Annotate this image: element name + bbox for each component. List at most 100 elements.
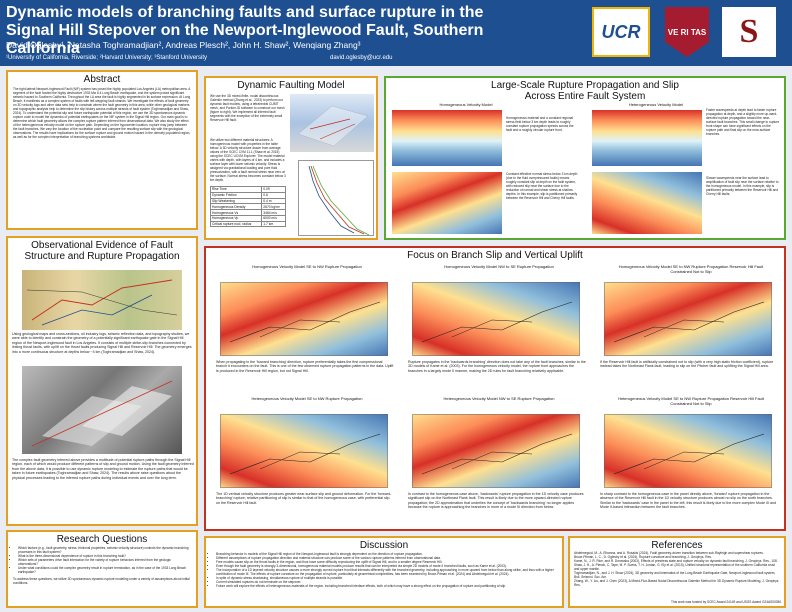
parameter-value: 1.7 km bbox=[261, 220, 286, 228]
large-scale-panel: Large-Scale Rupture Propagation and Slip… bbox=[384, 76, 786, 240]
stanford-logo: S bbox=[722, 7, 776, 57]
branch-panel: Focus on Branch Slip and Vertical Uplift… bbox=[204, 246, 786, 531]
heterogeneous-final-slip-plot bbox=[592, 172, 702, 234]
reference-item: Abdelmeguid, M., A. Elbanna, and A. Rosa… bbox=[574, 551, 764, 555]
references-title: References bbox=[651, 540, 703, 551]
branch-slip-uplift-plot bbox=[412, 414, 580, 488]
observational-caption-1: Using geological maps and cross-sections… bbox=[12, 332, 192, 354]
abstract-text: The right-lateral Newport-Inglewood Faul… bbox=[13, 87, 191, 139]
branch-case-text: If the Reservoir Hill fault is artificia… bbox=[600, 360, 774, 369]
fault-branch-traces bbox=[412, 414, 580, 488]
reference-item: Kame, N., J. R. Rice, and R. Dmowska (20… bbox=[574, 559, 778, 563]
branch-slip-uplift-plot bbox=[220, 282, 388, 356]
large-right-subtitle: Heterogeneous Velocity Model bbox=[628, 102, 684, 107]
branch-case-text: When propagating in the 'forward branchi… bbox=[216, 360, 394, 373]
discussion-item: In spite of dynamic stress shadowing, si… bbox=[216, 576, 557, 580]
harvard-shield-logo: VE RI TAS bbox=[665, 7, 709, 57]
branch-slip-uplift-plot bbox=[220, 414, 388, 488]
discussion-item: The incorporation of a 1D layered veloci… bbox=[216, 568, 557, 576]
fault-branch-traces bbox=[604, 414, 772, 488]
reference-list: Abdelmeguid, M., A. Elbanna, and A. Rosa… bbox=[570, 551, 784, 587]
research-item: Which sets of parameters drive fault int… bbox=[18, 558, 191, 566]
branch-case-cell: Homogeneous Velocity Model SE to NW Rupt… bbox=[596, 264, 780, 392]
fault-branch-traces bbox=[220, 414, 388, 488]
fault-branch-traces bbox=[412, 282, 580, 356]
branch-slip-uplift-plot bbox=[412, 282, 580, 356]
observational-title: Observational Evidence of Fault Structur… bbox=[24, 240, 180, 262]
fault-3d-geometry-figure bbox=[22, 366, 182, 454]
geologic-cross-section-figure bbox=[22, 270, 182, 330]
observational-caption-2: The complex fault geometry inferred abov… bbox=[12, 458, 194, 480]
funding-note: This work was funded by SCEC Award 24149… bbox=[671, 600, 782, 604]
observational-panel: Observational Evidence of Fault Structur… bbox=[6, 236, 198, 526]
branch-case-text: Rupture propagates in the 'backwards bra… bbox=[408, 360, 586, 373]
reference-item: Zhang, W., Y. Liu, and J. Chen (2023), A… bbox=[574, 579, 780, 587]
discussion-panel: Discussion Branching behavior in models … bbox=[204, 536, 564, 608]
homogeneous-final-slip-plot bbox=[392, 172, 502, 234]
discussion-item: Future work will explore the effects of … bbox=[216, 584, 557, 588]
homogeneous-rupture-front-plot bbox=[392, 110, 502, 166]
poster-title: Dynamic models of branching faults and s… bbox=[6, 4, 484, 57]
research-item: Which factors (e.g., fault geometry, str… bbox=[18, 546, 191, 554]
branch-case-subtitle: Heterogeneous Velocity Model SE to NW Ru… bbox=[618, 396, 764, 406]
velocity-profile-lines bbox=[308, 165, 370, 236]
branch-case-subtitle: Homogeneous Velocity Model SE to NW Rupt… bbox=[618, 264, 764, 274]
reference-item: Shaw, J. H., A. Plesch, C. Tape, M. P. S… bbox=[574, 563, 775, 571]
heterogeneous-rupture-front-plot bbox=[592, 110, 702, 166]
branch-case-subtitle: Homogeneous Velocity Model NW to SE Rupt… bbox=[444, 264, 554, 269]
research-panel: Research Questions Which factors (e.g., … bbox=[6, 530, 198, 608]
research-title: Research Questions bbox=[56, 534, 148, 545]
discussion-item: Different assumptions of rupture propaga… bbox=[216, 556, 557, 560]
mesh-wireframe bbox=[297, 105, 369, 147]
large-left-text-1: Homogeneous material and a constant regi… bbox=[506, 116, 574, 132]
ucr-logo: UCR bbox=[592, 7, 650, 57]
research-list: Which factors (e.g., fault geometry, str… bbox=[8, 545, 196, 574]
velocity-profile-figure bbox=[298, 160, 374, 236]
abstract-panel: Abstract The right-lateral Newport-Ingle… bbox=[6, 70, 198, 230]
branch-case-text: The 1D vertical velocity structure produ… bbox=[216, 492, 392, 505]
branch-case-text: In sharp contrast to the homogeneous cas… bbox=[600, 492, 776, 510]
authors: David Oglesby¹, Natasha Toghramadjian², … bbox=[6, 40, 361, 50]
fault-trace-lines bbox=[26, 279, 178, 326]
research-item: What is the three-dimensional dependence… bbox=[18, 554, 191, 558]
large-left-subtitle: Homogeneous Velocity Model bbox=[439, 102, 493, 107]
branch-case-subtitle: Heterogeneous Velocity Model NW to SE Ru… bbox=[443, 396, 555, 401]
branch-case-cell: Heterogeneous Velocity Model SE to NW Ru… bbox=[212, 396, 396, 524]
branch-case-text: In contrast to the homogeneous case abov… bbox=[408, 492, 584, 510]
affiliations: ¹University of California, Riverside; ²H… bbox=[6, 55, 208, 61]
dynamic-intro: We use the 3D mixed-finite- nodal discon… bbox=[210, 94, 285, 122]
branch-case-cell: Homogeneous Velocity Model SE to NW Rupt… bbox=[212, 264, 396, 392]
fault-branch-traces bbox=[220, 282, 388, 356]
abstract-title: Abstract bbox=[83, 74, 121, 85]
discussion-item: Branching behavior in models of the Sign… bbox=[216, 552, 557, 556]
large-left-text-2: Constant effective normal stress below 3… bbox=[506, 172, 578, 200]
reference-item: Bruce-Pitman, L. C., D. Oglesby et al. (… bbox=[574, 555, 712, 559]
fault-branch-traces bbox=[604, 282, 772, 356]
branch-case-cell: Heterogeneous Velocity Model NW to SE Ru… bbox=[404, 396, 588, 524]
large-right-text-1: Faster wavespeeds at depth lead to faste… bbox=[706, 108, 780, 136]
dynamic-features: We utilize two different material struct… bbox=[210, 138, 286, 182]
branch-case-subtitle: Homogeneous Velocity Model SE to NW Rupt… bbox=[252, 264, 362, 269]
mesh-figure bbox=[290, 94, 374, 152]
dynamic-model-panel: Dynamic Faulting Model We use the 3D mix… bbox=[204, 76, 378, 240]
large-right-text-2: Slower wavespeeds near the surface lead … bbox=[706, 176, 779, 196]
references-panel: References Abdelmeguid, M., A. Elbanna, … bbox=[568, 536, 786, 608]
branch-case-cell: Homogeneous Velocity Model NW to SE Rupt… bbox=[404, 264, 588, 392]
discussion-item: Even though the fault geometry is strong… bbox=[216, 564, 557, 568]
parameter-row: Critical rupture nucl. radius 1.7 km bbox=[209, 220, 286, 228]
branch-slip-uplift-plot bbox=[604, 414, 772, 488]
large-scale-title: Large-Scale Rupture Propagation and Slip… bbox=[491, 80, 679, 102]
discussion-item: Free models cause slip on the thrust fau… bbox=[216, 560, 557, 564]
contact-email[interactable]: david.oglesby@ucr.edu bbox=[330, 55, 393, 61]
research-note: To address these questions, we utilize 3… bbox=[13, 577, 190, 585]
header-banner: Dynamic models of branching faults and s… bbox=[0, 0, 792, 66]
parameter-table: Rise Time 0.09 Dynamic Friction 0.6 Slip Wea… bbox=[209, 186, 286, 228]
parameter-name: Critical rupture nucl. radius bbox=[209, 220, 263, 228]
branch-title: Focus on Branch Slip and Vertical Uplift bbox=[407, 250, 583, 261]
branch-slip-uplift-plot bbox=[604, 282, 772, 356]
branch-case-subtitle: Heterogeneous Velocity Model SE to NW Ru… bbox=[251, 396, 363, 401]
branch-case-cell: Heterogeneous Velocity Model SE to NW Ru… bbox=[596, 396, 780, 524]
fault-surfaces-sketch bbox=[31, 380, 173, 447]
discussion-title: Discussion bbox=[359, 540, 409, 551]
